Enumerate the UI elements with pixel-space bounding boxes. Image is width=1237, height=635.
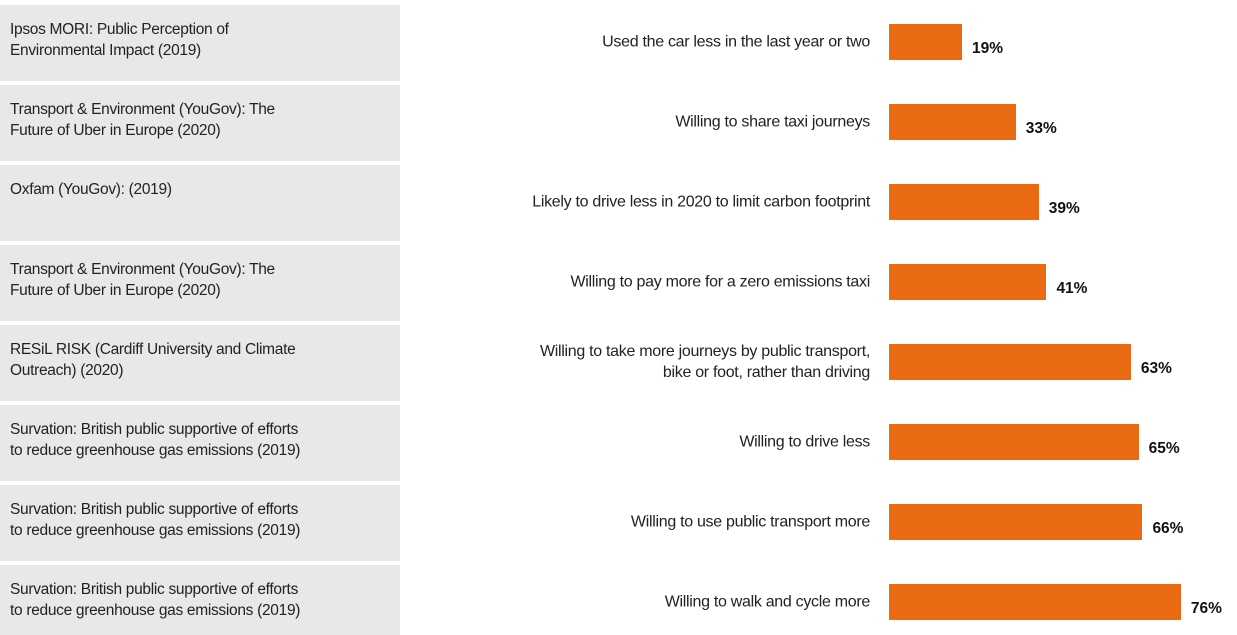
source-cell: Survation: British public supportive of … xyxy=(0,405,400,481)
bar xyxy=(889,24,962,60)
category-label: Willing to walk and cycle more xyxy=(664,593,871,611)
value-label: 33% xyxy=(1025,120,1057,137)
bar xyxy=(889,264,1047,300)
bar xyxy=(889,344,1131,380)
category-label: Likely to drive less in 2020 to limit ca… xyxy=(532,193,870,211)
value-label: 39% xyxy=(1048,200,1080,217)
source-cell: Survation: British public supportive of … xyxy=(0,565,400,635)
bar xyxy=(889,104,1016,140)
source-cell: Transport & Environment (YouGov): The Fu… xyxy=(0,85,400,161)
value-label: 41% xyxy=(1056,280,1088,297)
category-label: Willing to drive less xyxy=(739,433,870,451)
category-label: Willing to share taxi journeys xyxy=(675,113,870,131)
category-label: Willing to use public transport more xyxy=(630,513,870,531)
bar xyxy=(889,424,1139,460)
source-cell: RESiL RISK (Cardiff University and Clima… xyxy=(0,325,400,401)
source-cell: Transport & Environment (YouGov): The Fu… xyxy=(0,245,400,321)
value-label: 65% xyxy=(1148,440,1180,457)
bar xyxy=(889,184,1039,220)
bar xyxy=(889,504,1143,540)
value-label: 76% xyxy=(1190,600,1222,617)
bar xyxy=(889,584,1181,620)
source-cell: Oxfam (YouGov): (2019) xyxy=(0,165,400,241)
source-cell: Ipsos MORI: Public Perception of Environ… xyxy=(0,5,400,81)
category-label: Used the car less in the last year or tw… xyxy=(602,33,870,51)
source-cell: Survation: British public supportive of … xyxy=(0,485,400,561)
value-label: 63% xyxy=(1140,360,1172,377)
category-label: Willing to pay more for a zero emissions… xyxy=(570,273,870,291)
category-label: Willing to take more journeys by public … xyxy=(539,343,870,381)
value-label: 19% xyxy=(971,40,1003,57)
value-label: 66% xyxy=(1152,520,1184,537)
